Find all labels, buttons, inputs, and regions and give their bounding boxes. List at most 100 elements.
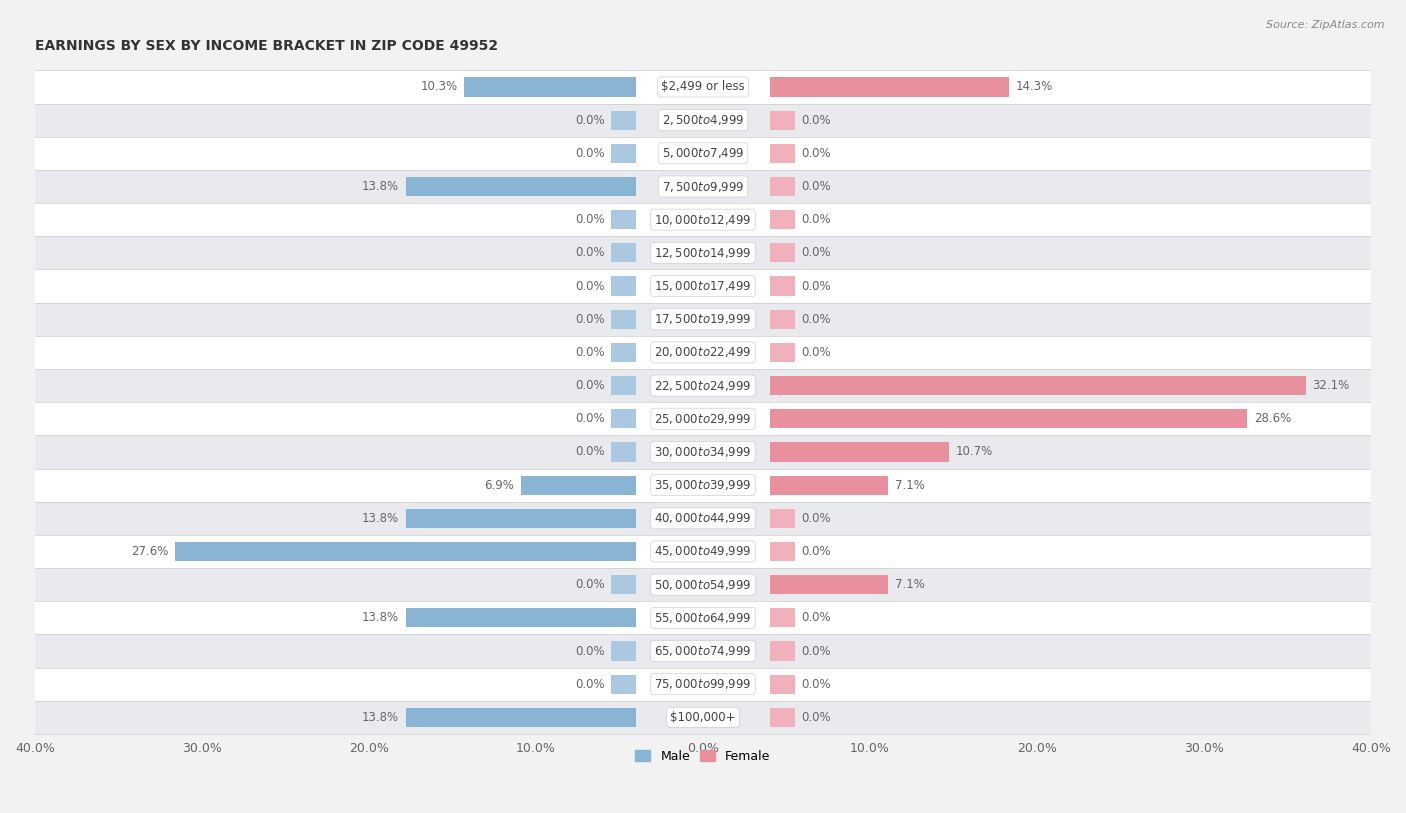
Text: 0.0%: 0.0% <box>575 645 605 658</box>
Bar <box>522 476 636 495</box>
Bar <box>770 243 794 263</box>
Text: 10.7%: 10.7% <box>955 446 993 459</box>
Bar <box>35 701 1371 734</box>
Text: $30,000 to $34,999: $30,000 to $34,999 <box>654 445 752 459</box>
Bar <box>770 708 794 727</box>
Text: 0.0%: 0.0% <box>575 280 605 293</box>
Bar <box>612 641 636 661</box>
Text: $17,500 to $19,999: $17,500 to $19,999 <box>654 312 752 326</box>
Bar <box>35 137 1371 170</box>
Bar <box>406 608 636 628</box>
Bar <box>770 675 794 693</box>
Bar <box>35 402 1371 435</box>
Text: 0.0%: 0.0% <box>801 180 831 193</box>
Bar <box>35 468 1371 502</box>
Text: $40,000 to $44,999: $40,000 to $44,999 <box>654 511 752 525</box>
Text: $10,000 to $12,499: $10,000 to $12,499 <box>654 213 752 227</box>
Text: 14.3%: 14.3% <box>1015 80 1053 93</box>
Text: $25,000 to $29,999: $25,000 to $29,999 <box>654 411 752 426</box>
Bar <box>35 667 1371 701</box>
Text: 0.0%: 0.0% <box>801 313 831 326</box>
Bar <box>612 276 636 296</box>
Bar <box>770 476 889 495</box>
Text: 0.0%: 0.0% <box>575 578 605 591</box>
Bar <box>770 276 794 296</box>
Text: 0.0%: 0.0% <box>575 379 605 392</box>
Bar <box>770 77 1008 97</box>
Bar <box>612 243 636 263</box>
Bar <box>770 310 794 328</box>
Bar <box>35 634 1371 667</box>
Bar <box>770 442 949 462</box>
Text: 13.8%: 13.8% <box>361 711 399 724</box>
Bar <box>612 409 636 428</box>
Bar <box>35 336 1371 369</box>
Text: 0.0%: 0.0% <box>575 147 605 160</box>
Bar <box>464 77 636 97</box>
Text: Source: ZipAtlas.com: Source: ZipAtlas.com <box>1267 20 1385 30</box>
Bar <box>406 177 636 196</box>
Text: EARNINGS BY SEX BY INCOME BRACKET IN ZIP CODE 49952: EARNINGS BY SEX BY INCOME BRACKET IN ZIP… <box>35 39 498 54</box>
Text: $5,000 to $7,499: $5,000 to $7,499 <box>662 146 744 160</box>
Text: 0.0%: 0.0% <box>575 412 605 425</box>
Bar <box>35 71 1371 103</box>
Legend: Male, Female: Male, Female <box>630 745 776 768</box>
Bar <box>770 343 794 362</box>
Text: $20,000 to $22,499: $20,000 to $22,499 <box>654 346 752 359</box>
Bar <box>770 409 1247 428</box>
Bar <box>770 144 794 163</box>
Text: $65,000 to $74,999: $65,000 to $74,999 <box>654 644 752 658</box>
Bar <box>612 210 636 229</box>
Bar <box>612 310 636 328</box>
Text: $2,499 or less: $2,499 or less <box>661 80 745 93</box>
Text: $7,500 to $9,999: $7,500 to $9,999 <box>662 180 744 193</box>
Text: 13.8%: 13.8% <box>361 180 399 193</box>
Text: $55,000 to $64,999: $55,000 to $64,999 <box>654 611 752 625</box>
Bar <box>35 170 1371 203</box>
Bar <box>612 376 636 395</box>
Text: 0.0%: 0.0% <box>801 645 831 658</box>
Bar <box>35 369 1371 402</box>
Text: 13.8%: 13.8% <box>361 611 399 624</box>
Text: 0.0%: 0.0% <box>801 346 831 359</box>
Text: $100,000+: $100,000+ <box>671 711 735 724</box>
Text: 0.0%: 0.0% <box>575 313 605 326</box>
Text: 0.0%: 0.0% <box>801 280 831 293</box>
Text: $45,000 to $49,999: $45,000 to $49,999 <box>654 545 752 559</box>
Text: 0.0%: 0.0% <box>801 114 831 127</box>
Text: 0.0%: 0.0% <box>575 346 605 359</box>
Bar <box>612 442 636 462</box>
Bar <box>35 602 1371 634</box>
Bar <box>35 568 1371 602</box>
Text: 10.3%: 10.3% <box>420 80 457 93</box>
Bar <box>612 575 636 594</box>
Bar <box>35 269 1371 302</box>
Bar <box>406 708 636 727</box>
Bar <box>612 675 636 693</box>
Bar <box>770 111 794 130</box>
Text: 7.1%: 7.1% <box>896 578 925 591</box>
Bar <box>35 535 1371 568</box>
Text: 0.0%: 0.0% <box>575 678 605 691</box>
Bar <box>35 435 1371 468</box>
Text: 0.0%: 0.0% <box>575 446 605 459</box>
Text: 0.0%: 0.0% <box>801 147 831 160</box>
Text: 28.6%: 28.6% <box>1254 412 1291 425</box>
Text: 0.0%: 0.0% <box>801 512 831 525</box>
Text: $35,000 to $39,999: $35,000 to $39,999 <box>654 478 752 492</box>
Text: 0.0%: 0.0% <box>801 213 831 226</box>
Text: 13.8%: 13.8% <box>361 512 399 525</box>
Text: 0.0%: 0.0% <box>575 213 605 226</box>
Bar <box>612 343 636 362</box>
Text: 0.0%: 0.0% <box>801 545 831 558</box>
Bar <box>35 502 1371 535</box>
Text: $75,000 to $99,999: $75,000 to $99,999 <box>654 677 752 691</box>
Bar <box>35 302 1371 336</box>
Text: $50,000 to $54,999: $50,000 to $54,999 <box>654 578 752 592</box>
Bar <box>35 203 1371 237</box>
Text: 27.6%: 27.6% <box>131 545 169 558</box>
Text: $15,000 to $17,499: $15,000 to $17,499 <box>654 279 752 293</box>
Bar <box>770 575 889 594</box>
Bar <box>770 376 1306 395</box>
Bar <box>612 111 636 130</box>
